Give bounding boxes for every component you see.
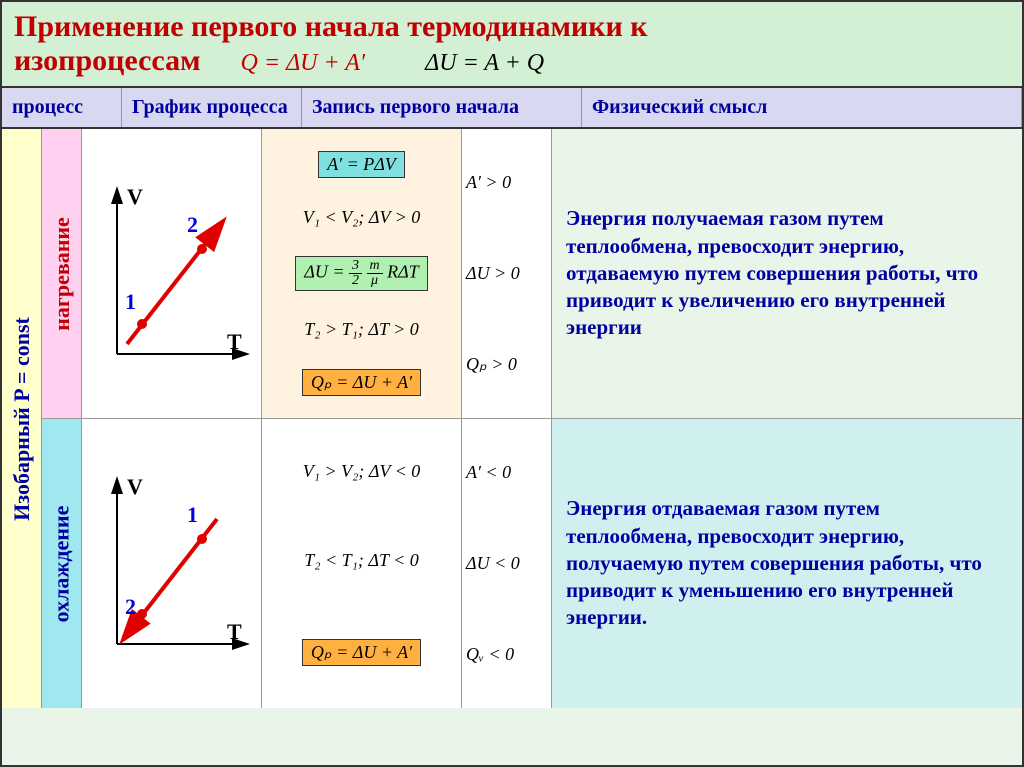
top-formulas: Q = ΔU + A′ ΔU = A + Q — [241, 50, 545, 77]
body-area: Изобарный P = const нагревание — [2, 129, 1022, 708]
signs-heating: A′ > 0 ΔU > 0 Qₚ > 0 — [462, 129, 552, 418]
sign-q-2: Qᵥ < 0 — [466, 644, 514, 665]
title-line2: изопроцессам — [14, 44, 201, 78]
formula-q: Q = ΔU + A′ — [241, 50, 366, 77]
eq-a-pdv: A′ = PΔV — [318, 151, 405, 178]
sublabel-heating-cell: нагревание — [42, 129, 82, 418]
point-1: 1 — [187, 502, 198, 527]
rows-area: нагревание V — [42, 129, 1022, 708]
title-bar: Применение первого начала термодинамики … — [2, 2, 1022, 88]
y-axis-label: V — [127, 184, 143, 209]
process-label: Изобарный P = const — [9, 317, 35, 521]
point-2: 2 — [187, 212, 198, 237]
y-axis-label: V — [127, 474, 143, 499]
meaning-cooling: Энергия отдаваемая газом путем теплообме… — [552, 419, 1022, 708]
meaning-heating: Энергия получаемая газом путем теплообме… — [552, 129, 1022, 418]
row-cooling: охлаждение V — [42, 418, 1022, 708]
sublabel-cooling-cell: охлаждение — [42, 419, 82, 708]
eq-t-cond: T₂ > T₁; ΔT > 0 — [304, 319, 419, 340]
x-axis-label: T — [227, 619, 242, 644]
formula-du: ΔU = A + Q — [425, 50, 544, 77]
sign-du: ΔU > 0 — [466, 263, 520, 284]
record-heating: A′ = PΔV V₁ < V₂; ΔV > 0 ΔU = 32 mμ RΔT … — [262, 129, 462, 418]
eq-t-cond-2: T₂ < T₁; ΔT < 0 — [304, 550, 419, 571]
eq-qp-2: Qₚ = ΔU + A′ — [302, 639, 421, 666]
point-1: 1 — [125, 289, 136, 314]
title-line1: Применение первого начала термодинамики … — [14, 10, 1010, 44]
header-process: процесс — [2, 88, 122, 127]
signs-cooling: A′ < 0 ΔU < 0 Qᵥ < 0 — [462, 419, 552, 708]
graph-cooling-svg: V T 1 2 — [87, 464, 257, 664]
x-axis-label: T — [227, 329, 242, 354]
sign-du-2: ΔU < 0 — [466, 553, 520, 574]
point-2: 2 — [125, 594, 136, 619]
sign-a-2: A′ < 0 — [466, 462, 511, 483]
page-container: Применение первого начала термодинамики … — [0, 0, 1024, 767]
header-row: процесс График процесса Запись первого н… — [2, 88, 1022, 129]
sign-q: Qₚ > 0 — [466, 354, 517, 375]
graph-heating-svg: V T 1 2 — [87, 174, 257, 374]
header-graph: График процесса — [122, 88, 302, 127]
sublabel-cooling: охлаждение — [49, 505, 75, 622]
eq-qp: Qₚ = ΔU + A′ — [302, 369, 421, 396]
eq-du-formula: ΔU = 32 mμ RΔT — [295, 256, 427, 291]
eq-v-cond-2: V₁ > V₂; ΔV < 0 — [303, 461, 421, 482]
sublabel-heating: нагревание — [49, 217, 75, 331]
header-record: Запись первого начала — [302, 88, 582, 127]
graph-cooling: V T 1 2 — [82, 419, 262, 708]
eq-v-cond: V₁ < V₂; ΔV > 0 — [303, 207, 421, 228]
record-cooling: V₁ > V₂; ΔV < 0 T₂ < T₁; ΔT < 0 Qₚ = ΔU … — [262, 419, 462, 708]
header-meaning: Физический смысл — [582, 88, 1022, 127]
graph-heating: V T 1 2 — [82, 129, 262, 418]
row-heating: нагревание V — [42, 129, 1022, 418]
process-label-cell: Изобарный P = const — [2, 129, 42, 708]
sign-a: A′ > 0 — [466, 172, 511, 193]
